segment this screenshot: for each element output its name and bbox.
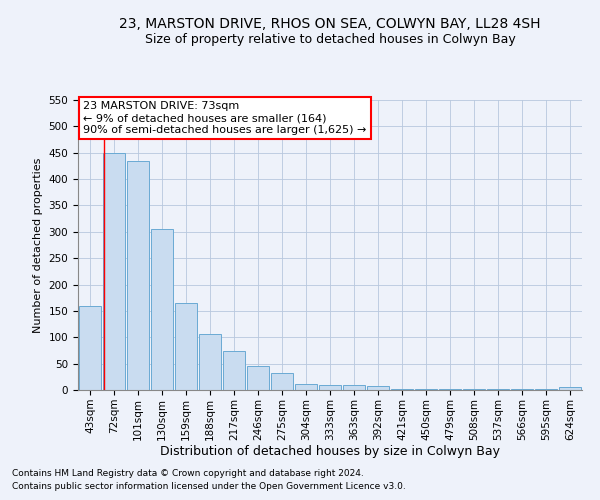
Text: 23 MARSTON DRIVE: 73sqm
← 9% of detached houses are smaller (164)
90% of semi-de: 23 MARSTON DRIVE: 73sqm ← 9% of detached… xyxy=(83,102,367,134)
Text: Contains HM Land Registry data © Crown copyright and database right 2024.: Contains HM Land Registry data © Crown c… xyxy=(12,468,364,477)
Bar xyxy=(439,389,461,390)
Bar xyxy=(175,303,197,390)
Bar xyxy=(199,334,221,390)
Bar xyxy=(559,388,581,390)
Bar xyxy=(151,229,173,390)
Text: Size of property relative to detached houses in Colwyn Bay: Size of property relative to detached ho… xyxy=(145,32,515,46)
Y-axis label: Number of detached properties: Number of detached properties xyxy=(33,158,43,332)
Bar xyxy=(79,306,101,390)
Bar xyxy=(127,160,149,390)
Bar xyxy=(271,372,293,390)
Bar xyxy=(295,384,317,390)
Bar xyxy=(103,152,125,390)
Bar xyxy=(367,386,389,390)
X-axis label: Distribution of detached houses by size in Colwyn Bay: Distribution of detached houses by size … xyxy=(160,446,500,458)
Text: 23, MARSTON DRIVE, RHOS ON SEA, COLWYN BAY, LL28 4SH: 23, MARSTON DRIVE, RHOS ON SEA, COLWYN B… xyxy=(119,18,541,32)
Bar xyxy=(223,351,245,390)
Bar xyxy=(463,389,485,390)
Bar xyxy=(319,384,341,390)
Bar xyxy=(343,384,365,390)
Bar xyxy=(391,389,413,390)
Bar xyxy=(247,366,269,390)
Text: Contains public sector information licensed under the Open Government Licence v3: Contains public sector information licen… xyxy=(12,482,406,491)
Bar xyxy=(415,389,437,390)
